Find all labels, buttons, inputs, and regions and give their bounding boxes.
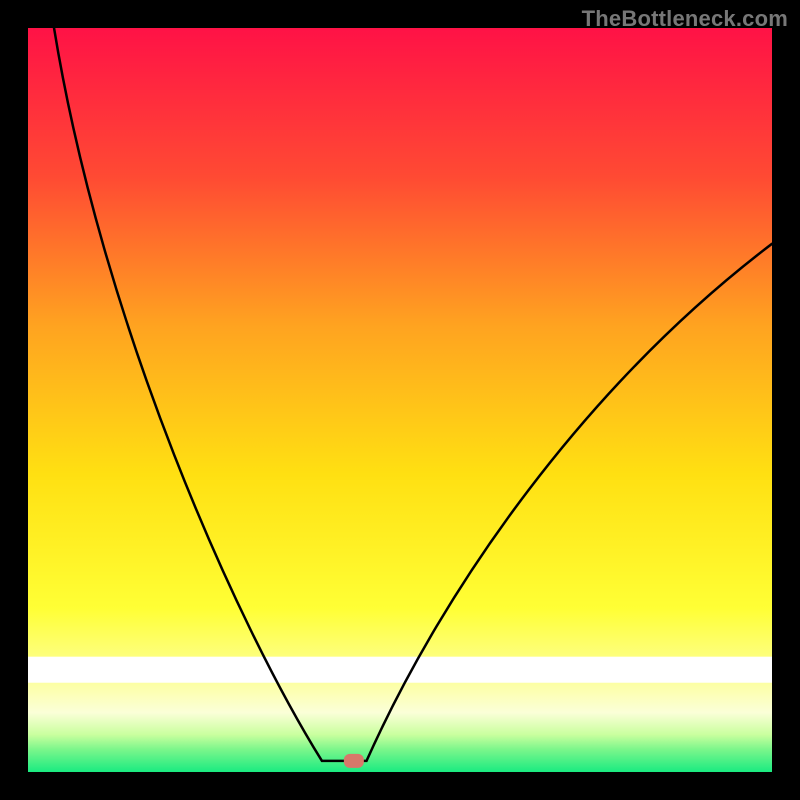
optimum-marker <box>344 754 364 768</box>
chart-container: TheBottleneck.com <box>0 0 800 800</box>
white-band <box>28 657 772 683</box>
plot-area <box>28 28 772 772</box>
bottleneck-chart <box>0 0 800 800</box>
watermark-label: TheBottleneck.com <box>582 6 788 32</box>
